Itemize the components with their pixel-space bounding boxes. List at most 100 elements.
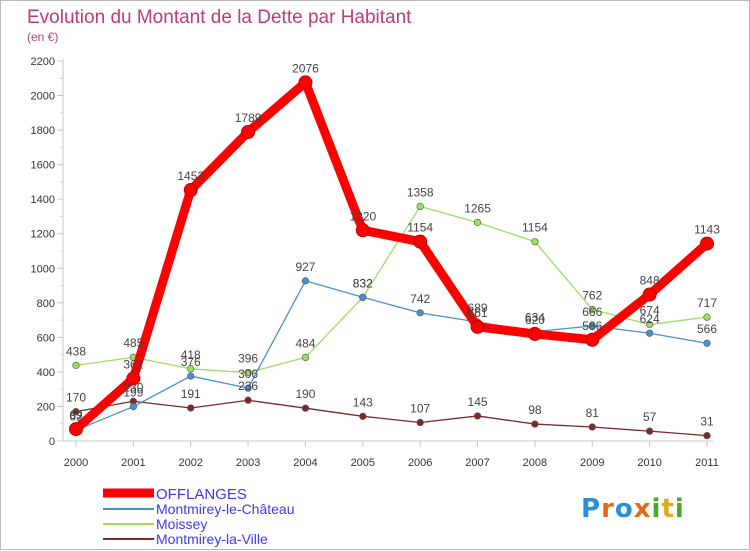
series-point bbox=[126, 371, 141, 386]
series-point bbox=[646, 320, 654, 329]
data-label: 69 bbox=[69, 408, 83, 422]
data-label: 98 bbox=[528, 403, 542, 417]
series-point bbox=[359, 412, 367, 420]
series-point bbox=[416, 418, 424, 427]
y-tick-label: 600 bbox=[37, 332, 55, 344]
series-line bbox=[75, 205, 708, 374]
series-point bbox=[241, 124, 256, 139]
data-label: 762 bbox=[582, 288, 602, 302]
data-label: 661 bbox=[468, 306, 488, 320]
data-label: 62 bbox=[69, 409, 83, 423]
data-label: 717 bbox=[697, 296, 717, 310]
series-point bbox=[700, 236, 714, 251]
series-point bbox=[187, 404, 195, 412]
data-label: 1220 bbox=[349, 209, 376, 223]
data-label: 81 bbox=[586, 406, 600, 420]
y-tick-label: 1000 bbox=[31, 263, 55, 275]
series-point bbox=[187, 365, 195, 373]
chart-subtitle: (en €) bbox=[27, 30, 58, 44]
data-label: 1265 bbox=[464, 202, 491, 216]
x-tick-label: 2005 bbox=[351, 457, 375, 469]
series-point bbox=[129, 403, 137, 411]
x-tick-label: 2008 bbox=[523, 457, 547, 469]
series-point bbox=[470, 319, 485, 334]
y-tick-label: 1800 bbox=[31, 125, 55, 137]
series-point bbox=[588, 305, 596, 313]
data-label: 832 bbox=[353, 276, 373, 290]
series-point bbox=[416, 309, 424, 317]
data-label: 191 bbox=[181, 387, 201, 401]
series-point bbox=[69, 422, 83, 437]
series-point bbox=[244, 384, 252, 392]
series-point bbox=[527, 326, 542, 341]
x-tick-label: 2004 bbox=[293, 457, 317, 469]
series-layer bbox=[69, 75, 714, 440]
data-label: 1154 bbox=[522, 221, 548, 235]
data-label: 57 bbox=[643, 410, 657, 424]
data-label: 376 bbox=[181, 355, 201, 369]
data-label: 832 bbox=[353, 276, 373, 290]
y-tick-label: 0 bbox=[49, 436, 55, 448]
data-label: 190 bbox=[295, 387, 315, 401]
series-point bbox=[531, 238, 539, 246]
series-point bbox=[588, 423, 596, 431]
series-line bbox=[75, 399, 708, 437]
series-point bbox=[473, 412, 482, 420]
data-label: 143 bbox=[353, 395, 373, 409]
data-label: 438 bbox=[66, 344, 86, 358]
data-label: 848 bbox=[640, 274, 660, 288]
series-point bbox=[413, 234, 428, 249]
data-label: 170 bbox=[66, 391, 86, 405]
data-label: 674 bbox=[640, 304, 660, 318]
data-label: 107 bbox=[410, 402, 430, 416]
x-tick-label: 2010 bbox=[637, 457, 661, 469]
data-label: 306 bbox=[238, 367, 258, 381]
legend-label: Montmirey-le-Château bbox=[156, 501, 295, 517]
series-point bbox=[301, 277, 310, 285]
x-tick-label: 2002 bbox=[178, 457, 202, 469]
series-point bbox=[301, 353, 310, 362]
series-point bbox=[473, 218, 482, 227]
series-point bbox=[416, 202, 424, 211]
data-label: 396 bbox=[238, 352, 258, 366]
x-tick-label: 2001 bbox=[121, 457, 145, 469]
series-point bbox=[646, 329, 654, 337]
x-tick-label: 2003 bbox=[236, 457, 260, 469]
data-label: 586 bbox=[582, 319, 602, 333]
x-tick-label: 2000 bbox=[64, 457, 88, 469]
series-point bbox=[703, 339, 711, 347]
data-label: 230 bbox=[123, 380, 143, 394]
chart-title: Evolution du Montant de la Dette par Hab… bbox=[27, 7, 412, 28]
series-point bbox=[585, 332, 600, 347]
series-point bbox=[244, 396, 252, 404]
data-label: 236 bbox=[238, 379, 258, 393]
y-tick-label: 1400 bbox=[31, 194, 55, 206]
data-label: 624 bbox=[640, 312, 660, 326]
x-tick-label: 2009 bbox=[580, 457, 604, 469]
series-point bbox=[187, 372, 195, 380]
series-point bbox=[244, 369, 252, 377]
y-tick-label: 400 bbox=[37, 367, 55, 379]
y-tick-label: 2000 bbox=[31, 91, 55, 103]
data-label: 2076 bbox=[292, 61, 319, 75]
data-label: 620 bbox=[525, 313, 545, 327]
series-point bbox=[355, 223, 370, 238]
series-point bbox=[183, 183, 198, 198]
legend: OFFLANGESMontmirey-le-ChâteauMoisseyMont… bbox=[103, 486, 295, 547]
y-tick-label: 2200 bbox=[31, 56, 55, 68]
data-label: 199 bbox=[123, 386, 143, 400]
data-label: 1789 bbox=[235, 111, 262, 125]
proxiti-logo: Proxiti bbox=[581, 494, 684, 524]
legend-label: Montmirey-la-Ville bbox=[156, 531, 268, 547]
series-point bbox=[703, 432, 711, 440]
data-label: 1154 bbox=[407, 221, 433, 235]
data-label: 566 bbox=[697, 322, 717, 336]
series-point bbox=[588, 322, 596, 330]
series-point bbox=[642, 287, 657, 302]
y-tick-label: 1600 bbox=[31, 160, 55, 172]
data-label: 362 bbox=[123, 357, 143, 371]
legend-label: Moissey bbox=[156, 516, 207, 532]
y-tick-label: 200 bbox=[37, 401, 55, 413]
x-tick-label: 2011 bbox=[695, 457, 719, 469]
